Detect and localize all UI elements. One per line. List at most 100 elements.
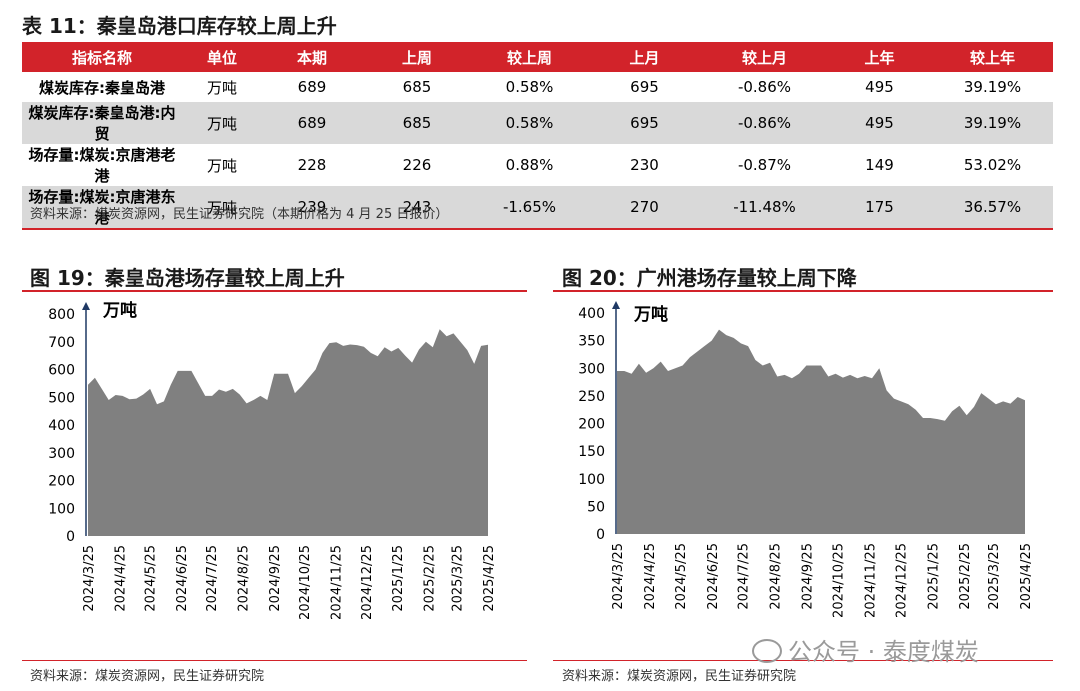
- chart2-y-tick-label: 300: [578, 361, 605, 377]
- table-cell: 239: [262, 186, 362, 230]
- chart1-x-tick-label: 2025/1/25: [391, 545, 406, 612]
- chart1-area-series: [88, 329, 488, 536]
- table-cell: 53.02%: [963, 156, 1022, 174]
- chart2-x-tick-label: 2024/12/25: [894, 543, 909, 618]
- chart2-x-tick-label: 2024/6/25: [706, 543, 721, 610]
- chart1-y-axis-label: 万吨: [102, 300, 137, 321]
- chart2-y-tick-label: 350: [578, 334, 605, 350]
- chart1-y-axis-arrow: [82, 302, 90, 310]
- table-cell: 场存量:煤炭:京唐港老港: [28, 146, 176, 185]
- table-row: 场存量:煤炭:京唐港老港 万吨 228 226 0.88% 230 -0.87% 149 53.…: [22, 144, 1053, 186]
- bottom-rule-left: [22, 660, 527, 661]
- coal-inventory-table: 指标名称 单位 本期 上周 较上周 上月 较上月 上年 较上年 煤炭库存:秦皇岛…: [22, 42, 1053, 230]
- chart2-x-tick-label: 2024/5/25: [674, 543, 689, 610]
- chart2-x-tick-label: 2025/4/25: [1019, 543, 1034, 610]
- table-cell: -0.87%: [737, 156, 792, 174]
- bottom-rule-right: [553, 660, 1053, 661]
- table-title: 表 11：秦皇岛港口库存较上周上升: [22, 14, 337, 38]
- chart1-y-tick-label: 700: [48, 335, 75, 351]
- table-cell: 695: [587, 102, 702, 144]
- table-cell: -1.65%: [472, 186, 587, 230]
- chart2-y-tick-label: 400: [578, 306, 605, 322]
- table-cell: 689: [297, 78, 327, 96]
- chart1-title-rule: [22, 290, 527, 292]
- chart2-y-tick-label: 150: [578, 444, 605, 460]
- chart1-x-tick-label: 2024/12/25: [360, 545, 375, 620]
- chart2-y-tick-label: 100: [578, 472, 605, 488]
- chart2-y-tick-label: 50: [587, 499, 605, 515]
- table-cell: 685: [402, 78, 432, 96]
- table-cell: 0.58%: [472, 102, 587, 144]
- table-cell: 39.19%: [932, 102, 1053, 144]
- header-unit: 单位: [182, 42, 262, 72]
- table-cell: 495: [827, 102, 932, 144]
- table-cell: 煤炭库存:秦皇岛港: [39, 78, 165, 97]
- chart1-y-tick-label: 200: [48, 474, 75, 490]
- chart1-title: 图 19：秦皇岛港场存量较上周上升: [30, 266, 345, 290]
- table-cell: -11.48%: [702, 186, 827, 230]
- chart1-y-tick-label: 300: [48, 446, 75, 462]
- chart2-x-tick-label: 2025/1/25: [926, 543, 941, 610]
- table-cell: 228: [297, 156, 327, 174]
- chart2-title: 图 20：广州港场存量较上周下降: [562, 266, 857, 290]
- chart1-x-tick-label: 2024/10/25: [298, 545, 313, 620]
- table-source: 资料来源：煤炭资源网，民生证券研究院（本期价格为 4 月 25 日报价）: [30, 207, 449, 222]
- header-current: 本期: [262, 42, 362, 72]
- chart1-x-tick-label: 2024/5/25: [144, 545, 159, 612]
- table-cell: 万吨: [206, 156, 237, 175]
- chart1-x-tick-label: 2024/9/25: [268, 545, 283, 612]
- table-cell: 场存量:煤炭:京唐港东港: [22, 186, 182, 230]
- chart1-x-tick-label: 2024/4/25: [113, 545, 128, 612]
- table-cell: 226: [402, 156, 432, 174]
- header-last-month: 上月: [587, 42, 702, 72]
- chart1-x-tick-label: 2024/8/25: [237, 545, 252, 612]
- table-row: 煤炭库存:秦皇岛港:内贸 万吨 689 685 0.58% 695 -0.86% 495 39.…: [22, 102, 1053, 144]
- chart1-x-tick-label: 2025/2/25: [422, 545, 437, 612]
- chart1-y-tick-label: 100: [48, 501, 75, 517]
- chart2-x-tick-label: 2024/3/25: [611, 543, 626, 610]
- header-yoy: 较上年: [932, 42, 1053, 72]
- chart2-title-rule: [553, 290, 1053, 292]
- chart1-x-tick-label: 2025/4/25: [482, 545, 497, 612]
- chart1-x-tick-label: 2024/7/25: [205, 545, 220, 612]
- table-cell: 万吨: [182, 186, 262, 230]
- chart2-x-tick-label: 2024/11/25: [863, 543, 878, 618]
- table-cell: 39.19%: [963, 78, 1022, 96]
- table-cell: 495: [865, 78, 894, 96]
- chart2-area-series: [617, 329, 1025, 534]
- chart2-x-tick-label: 2025/3/25: [987, 543, 1002, 610]
- chart1-x-tick-label: 2024/11/25: [329, 545, 344, 620]
- chart2-x-tick-label: 2024/7/25: [737, 543, 752, 610]
- table-cell: 695: [630, 78, 659, 96]
- table-header-row: 指标名称 单位 本期 上周 较上周 上月 较上月 上年 较上年: [22, 42, 1053, 72]
- chart2-x-tick-label: 2024/9/25: [801, 543, 816, 610]
- chart1-source: 资料来源：煤炭资源网，民生证券研究院: [30, 669, 265, 684]
- table-row: 场存量:煤炭:京唐港东港 万吨 239 243 -1.65% 270 -11.48% 175 3…: [22, 186, 1053, 230]
- chart1-x-tick-label: 2024/3/25: [82, 545, 97, 612]
- header-wow: 较上周: [472, 42, 587, 72]
- table-cell: 243: [362, 186, 472, 230]
- header-last-year: 上年: [827, 42, 932, 72]
- table-cell: 万吨: [206, 78, 237, 97]
- chart1-y-tick-label: 600: [48, 363, 75, 379]
- table-cell: -0.86%: [737, 78, 792, 96]
- chart2-x-tick-label: 2024/4/25: [643, 543, 658, 610]
- chart1-y-tick-label: 800: [48, 307, 75, 323]
- table-cell: 万吨: [182, 102, 262, 144]
- table-cell: 36.57%: [932, 186, 1053, 230]
- table-cell: 230: [630, 156, 659, 174]
- table-cell: -0.86%: [702, 102, 827, 144]
- watermark: 公众号 · 泰度煤炭: [752, 632, 979, 667]
- chart2-source: 资料来源：煤炭资源网，民生证券研究院: [562, 669, 797, 684]
- chart2-x-tick-label: 2024/10/25: [831, 543, 846, 618]
- chart1-y-tick-label: 0: [66, 529, 75, 545]
- table-cell: 270: [587, 186, 702, 230]
- table-cell: 149: [865, 156, 894, 174]
- table-cell: 煤炭库存:秦皇岛港:内贸: [22, 102, 182, 144]
- chart1-y-tick-label: 400: [48, 418, 75, 434]
- chart2-x-tick-label: 2025/2/25: [958, 543, 973, 610]
- table-cell: 0.88%: [505, 156, 554, 174]
- table-row: 煤炭库存:秦皇岛港 万吨 689 685 0.58% 695 -0.86% 495 39.19%: [22, 72, 1053, 102]
- wechat-icon: [752, 639, 782, 663]
